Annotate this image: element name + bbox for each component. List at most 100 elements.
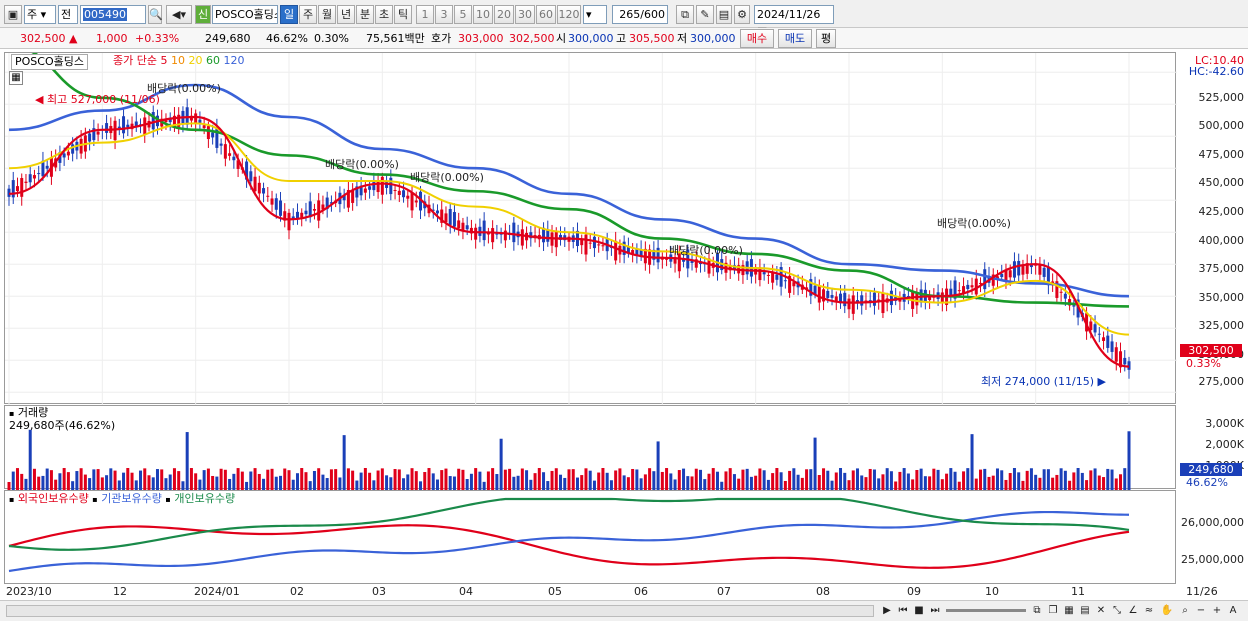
- eval-button[interactable]: 평: [816, 29, 836, 48]
- buy-button[interactable]: 매수: [740, 29, 774, 48]
- interval-120-button[interactable]: 120: [557, 5, 581, 24]
- sell-button[interactable]: 매도: [778, 29, 812, 48]
- period-minute-button[interactable]: 분: [356, 5, 374, 24]
- main-toolbar: ▣ 주 ▾ 전 005490 🔍 ◀▾ 신 POSCO홀딩스 일 주 월 년 분…: [0, 0, 1248, 38]
- interval-1-button[interactable]: 1: [416, 5, 434, 24]
- candle-body: [957, 290, 961, 292]
- bid-price: 302,500: [509, 32, 555, 45]
- volume-bar: [601, 468, 605, 490]
- period-second-button[interactable]: 초: [375, 5, 393, 24]
- dividend-annotation-2: 배당락(0.00%): [325, 158, 399, 171]
- volume-bar: [720, 481, 724, 490]
- rewind-icon[interactable]: ⏮: [898, 605, 908, 616]
- cross-icon[interactable]: ✕: [1096, 605, 1106, 616]
- holdings-axis: 26,000,000 25,000,000: [1178, 490, 1248, 584]
- date-field[interactable]: 2024/11/26 ▦: [754, 5, 834, 38]
- volume-bar: [979, 469, 983, 490]
- volume-bar: [851, 470, 855, 490]
- candle-body: [1000, 273, 1004, 278]
- table-icon[interactable]: ▦: [9, 71, 23, 85]
- zoom-in-icon[interactable]: +: [1212, 605, 1222, 616]
- gear-icon[interactable]: ⚙: [734, 5, 750, 24]
- draw-tool-icon[interactable]: ✎: [696, 5, 714, 24]
- stock-code-input[interactable]: 005490: [80, 5, 146, 24]
- wave-icon[interactable]: ≈: [1144, 605, 1154, 616]
- volume-bar: [656, 441, 660, 490]
- candle-type-icon[interactable]: ⧉: [676, 5, 694, 24]
- save-icon[interactable]: ▤: [716, 5, 732, 24]
- volume-bar: [639, 478, 643, 490]
- volume-bar: [257, 473, 261, 490]
- horizontal-scrollbar[interactable]: [6, 605, 874, 617]
- interval-60-button[interactable]: 60: [536, 5, 556, 24]
- volume-bar: [868, 468, 872, 490]
- volume-bar: [376, 470, 380, 490]
- copy-icon[interactable]: ❐: [1048, 605, 1058, 616]
- volume-bar: [88, 478, 92, 490]
- candle-body: [15, 186, 19, 192]
- interval-10-button[interactable]: 10: [473, 5, 493, 24]
- candle-body: [822, 289, 826, 302]
- text-size-icon[interactable]: A: [1229, 605, 1237, 616]
- volume-bar: [274, 476, 278, 490]
- volume-bar: [826, 470, 830, 490]
- interval-5-button[interactable]: 5: [454, 5, 472, 24]
- forward-icon[interactable]: ⏭: [930, 605, 940, 616]
- period-year-button[interactable]: 년: [337, 5, 355, 24]
- stock-name-legend[interactable]: POSCO홀딩스: [11, 54, 88, 70]
- candle-body: [177, 114, 181, 127]
- candle-body: [546, 229, 550, 242]
- window-menu-icon[interactable]: ▣: [4, 5, 22, 24]
- volume-bar: [995, 468, 999, 490]
- scroll-right-icon[interactable]: ▶: [883, 605, 891, 616]
- interval-20-button[interactable]: 20: [494, 5, 514, 24]
- zoom-icon[interactable]: ⌕: [1182, 605, 1188, 616]
- volume-bar: [533, 473, 537, 490]
- price-pane[interactable]: POSCO홀딩스 종가 단순 5 10 20 60 120 ▦ ◀ 최고 527…: [4, 52, 1177, 405]
- volume-bar: [461, 469, 465, 490]
- volume-bar: [949, 468, 953, 490]
- dividend-annotation-5: 배당락(0.00%): [937, 217, 1011, 230]
- volume-bar: [321, 474, 325, 490]
- candle-body: [520, 229, 524, 246]
- table-view-icon[interactable]: ▤: [1080, 605, 1090, 616]
- candle-body: [419, 191, 423, 211]
- period-select[interactable]: 주 ▾: [24, 5, 56, 24]
- period-week-button[interactable]: 주: [299, 5, 317, 24]
- volume-bar: [906, 473, 910, 490]
- prefix-select[interactable]: 전: [58, 5, 78, 24]
- volume-bar: [919, 468, 923, 490]
- ma120-legend: 120: [223, 54, 245, 67]
- interval-30-button[interactable]: 30: [515, 5, 535, 24]
- candle-body: [758, 267, 762, 281]
- volume-bar: [359, 472, 363, 490]
- candle-body: [847, 298, 851, 310]
- data-count-field[interactable]: 265/600: [612, 5, 668, 24]
- candle-body: [105, 123, 109, 133]
- stop-icon[interactable]: ■: [914, 605, 924, 616]
- layout-icon[interactable]: ⧉: [1033, 605, 1041, 616]
- interval-custom-select[interactable]: ▾: [583, 5, 607, 24]
- volume-pane[interactable]: ▪ 거래량 249,680주(46.62%): [4, 405, 1176, 490]
- candle-body: [363, 188, 367, 193]
- volume-bar: [185, 432, 189, 490]
- interval-3-button[interactable]: 3: [435, 5, 453, 24]
- zoom-slider[interactable]: [946, 609, 1026, 612]
- speaker-icon[interactable]: ◀▾: [166, 5, 192, 24]
- candle-body: [762, 272, 766, 275]
- angle-icon[interactable]: ∠: [1128, 605, 1138, 616]
- volume-bar: [245, 481, 249, 490]
- volume-bar: [380, 468, 384, 490]
- period-tick-button[interactable]: 틱: [394, 5, 412, 24]
- trend-icon[interactable]: ⤡: [1113, 605, 1121, 616]
- period-day-button[interactable]: 일: [280, 5, 298, 24]
- period-month-button[interactable]: 월: [318, 5, 336, 24]
- holdings-pane[interactable]: ▪ 외국인보유수량 ▪ 기관보유수량 ▪ 개인보유수량: [4, 490, 1176, 584]
- grid-icon[interactable]: ▦: [1064, 605, 1074, 616]
- volume-pct-tag: 46.62%: [1186, 476, 1228, 489]
- volume-bar: [406, 474, 410, 490]
- zoom-out-icon[interactable]: −: [1196, 605, 1206, 616]
- volume-bar: [126, 468, 130, 490]
- search-icon[interactable]: 🔍: [148, 5, 163, 24]
- hand-icon[interactable]: ✋: [1160, 605, 1174, 616]
